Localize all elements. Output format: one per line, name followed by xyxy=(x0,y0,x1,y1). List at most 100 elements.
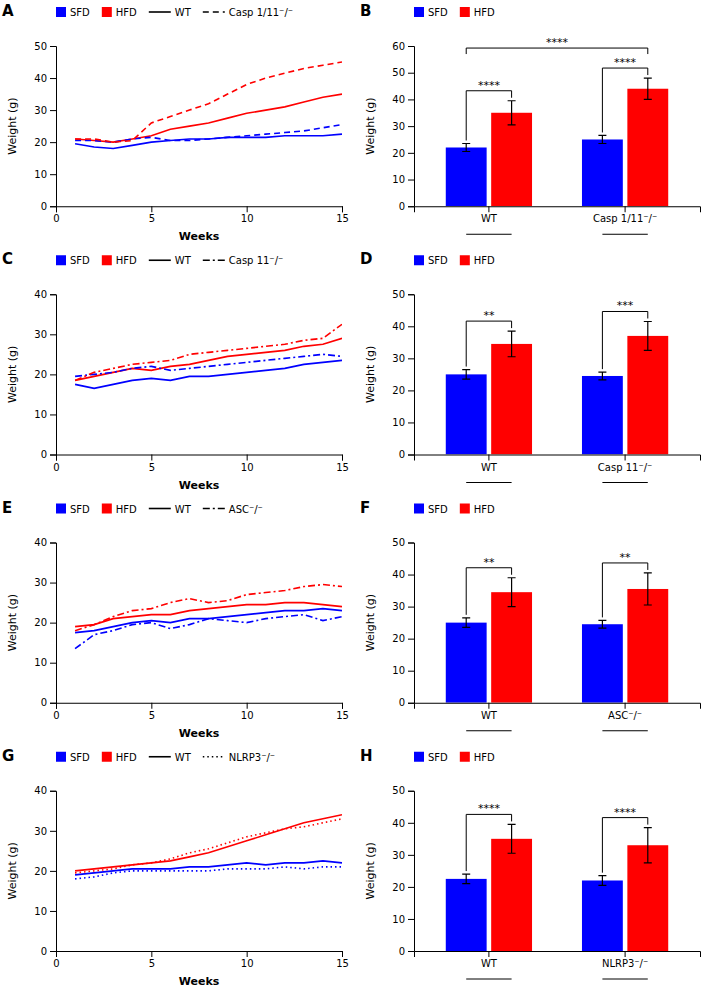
legend-label: Casp 1/11⁻/⁻ xyxy=(229,7,293,18)
panel: WTNLRP3⁻/⁻********H01020304050Weight (g)… xyxy=(360,747,701,979)
x-axis-tick: 5 xyxy=(149,703,155,721)
panel-label: G xyxy=(2,747,14,765)
y-axis-tick-label: 0 xyxy=(41,449,47,460)
x-axis-tick: 0 xyxy=(53,455,59,473)
y-axis-tick-label: 20 xyxy=(34,137,47,148)
y-axis-tick-mark xyxy=(408,294,414,295)
panel-label: A xyxy=(2,2,14,20)
y-axis-tick-label: 40 xyxy=(392,321,405,332)
y-axis-tick-label: 0 xyxy=(41,697,47,708)
x-axis-tick-mark xyxy=(488,703,489,709)
x-axis-tick: Casp 1/11⁻/⁻ xyxy=(593,206,657,224)
x-axis-tick: 15 xyxy=(336,206,349,224)
y-axis-tick: 50 xyxy=(392,785,414,796)
y-axis-tick-mark xyxy=(408,390,414,391)
y-axis-tick-label: 50 xyxy=(392,785,405,796)
y-axis-tick-mark xyxy=(408,46,414,47)
x-axis-tick-mark xyxy=(342,455,343,461)
y-axis-tick: 0 xyxy=(41,449,56,460)
legend-label: HFD xyxy=(474,7,495,18)
y-axis-tick-mark xyxy=(50,294,56,295)
x-axis: WTNLRP3⁻/⁻ xyxy=(415,951,701,969)
data-line xyxy=(75,62,342,142)
y-axis-tick: 50 xyxy=(392,67,414,78)
error-bar xyxy=(598,372,606,380)
y-axis-tick: 20 xyxy=(392,882,414,893)
legend: SFDHFD xyxy=(414,752,495,763)
y-axis-tick-mark xyxy=(50,455,56,456)
y-axis-tick: 50 xyxy=(392,537,414,548)
y-axis-tick-mark xyxy=(50,951,56,952)
error-bar xyxy=(462,143,470,151)
y-axis-tick: 0 xyxy=(399,697,414,708)
legend-line xyxy=(203,508,225,510)
y-axis-tick-mark xyxy=(408,575,414,576)
x-axis-tick-mark xyxy=(625,206,626,212)
x-axis-tick-label: 15 xyxy=(336,958,349,969)
x-axis-tick-label: 0 xyxy=(53,710,59,721)
legend-label: WT xyxy=(175,7,192,18)
y-axis-tick-label: 0 xyxy=(399,201,405,212)
y-axis-tick-mark xyxy=(408,180,414,181)
x-axis-tick-mark xyxy=(625,455,626,461)
significance-label: **** xyxy=(478,79,501,92)
x-axis-title: Weeks xyxy=(179,727,220,740)
x-axis: 051015 xyxy=(53,455,349,473)
y-axis-tick-mark xyxy=(50,142,56,143)
panel-label: B xyxy=(360,2,371,20)
y-axis-tick-mark xyxy=(50,871,56,872)
x-axis-tick: 0 xyxy=(53,951,59,969)
y-axis-tick-label: 0 xyxy=(399,449,405,460)
legend-item: WT xyxy=(149,7,192,18)
x-axis-tick: 15 xyxy=(336,703,349,721)
panel: WTASC⁻/⁻****F01020304050Weight (g)SFDHFD xyxy=(360,499,701,731)
x-axis-tick-label: 0 xyxy=(53,958,59,969)
y-axis-tick-mark xyxy=(50,110,56,111)
chart-container: 051015WeeksA01020304050Weight (g)SFDHFDW… xyxy=(0,0,716,993)
significance-label: **** xyxy=(546,36,569,49)
data-line xyxy=(75,94,342,142)
legend-line xyxy=(149,508,171,510)
plot-area xyxy=(75,815,342,879)
y-axis-tick-label: 20 xyxy=(34,369,47,380)
y-axis-tick-mark xyxy=(50,206,56,207)
x-axis-tick-mark xyxy=(151,951,152,957)
x-axis-tick: NLRP3⁻/⁻ xyxy=(602,951,648,969)
y-axis-title: Weight (g) xyxy=(364,594,377,651)
y-axis-tick-label: 50 xyxy=(34,41,47,52)
y-axis-tick: 40 xyxy=(392,321,414,332)
y-axis-tick: 20 xyxy=(392,385,414,396)
y-axis-tick: 40 xyxy=(34,289,56,300)
legend-item: WT xyxy=(149,752,192,763)
legend-line xyxy=(203,756,225,758)
y-axis-tick-mark xyxy=(408,358,414,359)
x-axis-tick: 15 xyxy=(336,951,349,969)
panel: 051015WeeksE010203040Weight (g)SFDHFDWTA… xyxy=(2,499,349,740)
data-line xyxy=(75,609,342,633)
x-axis-tick: WT xyxy=(481,703,498,721)
significance-bracket xyxy=(602,818,647,873)
legend-swatch xyxy=(460,255,470,265)
bar xyxy=(491,113,532,206)
data-line xyxy=(75,354,342,376)
y-axis-tick-label: 0 xyxy=(41,201,47,212)
legend-swatch xyxy=(414,504,424,514)
legend: SFDHFDWTCasp 11⁻/⁻ xyxy=(56,255,283,266)
x-axis-tick-mark xyxy=(488,951,489,957)
y-axis-tick: 10 xyxy=(392,417,414,428)
legend-item: SFD xyxy=(56,752,90,763)
panel: WTCasp 1/11⁻/⁻************B0102030405060… xyxy=(360,2,701,234)
x-axis-tick-label: 10 xyxy=(241,710,254,721)
y-axis-tick: 0 xyxy=(41,201,56,212)
data-line xyxy=(75,360,342,388)
y-axis-tick-mark xyxy=(408,919,414,920)
y-axis-tick-label: 40 xyxy=(392,818,405,829)
x-axis-line xyxy=(57,952,343,958)
y-axis: 0102030405060 xyxy=(392,41,414,212)
panel: WTCasp 11⁻/⁻*****D01020304050Weight (g)S… xyxy=(360,250,701,482)
x-axis-tick: Casp 11⁻/⁻ xyxy=(598,455,653,473)
x-axis-tick-mark xyxy=(488,455,489,461)
y-axis-tick-label: 60 xyxy=(392,41,405,52)
legend-label: Casp 11⁻/⁻ xyxy=(229,255,284,266)
y-axis-tick-mark xyxy=(408,887,414,888)
